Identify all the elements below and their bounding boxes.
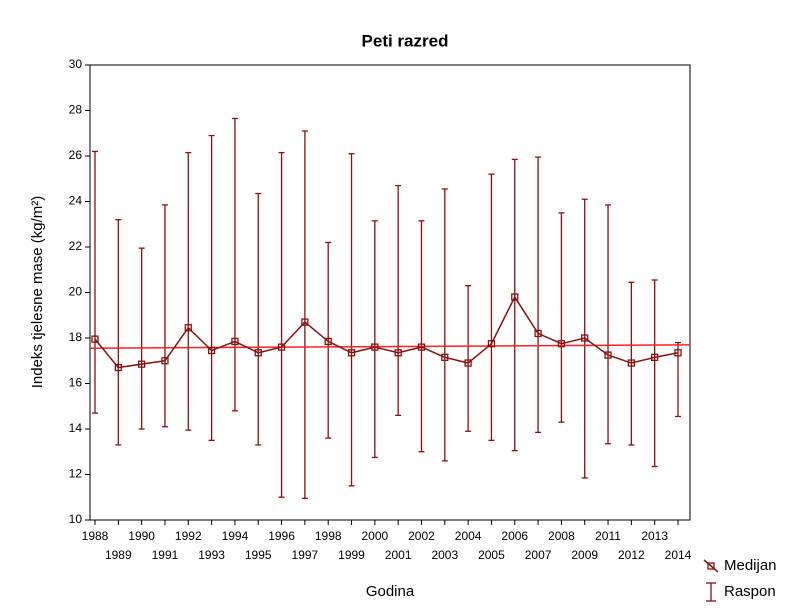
median-marker [254,349,262,357]
legend-label: Raspon [724,583,776,600]
y-tick-label: 20 [69,285,83,299]
y-axis-label: Indeks tjelesne mase (kg/m²) [29,196,46,389]
x-tick-label: 2014 [665,548,692,562]
median-marker [371,343,379,351]
median-marker [627,359,636,367]
median-marker [534,329,542,338]
median-marker [347,349,356,357]
x-tick-label: 2009 [571,548,598,562]
y-tick-label: 26 [69,148,83,162]
x-tick-label: 2011 [595,529,621,543]
median-marker [277,343,286,351]
x-tick-label: 2013 [641,529,668,543]
median-marker [674,349,682,357]
median-marker [581,334,589,342]
x-tick-label: 2000 [361,529,388,543]
x-tick-label: 1991 [152,548,179,562]
x-tick-label: 1995 [245,548,272,562]
x-tick-label: 1992 [175,529,202,543]
legend-marker [707,562,715,570]
legend-label: Medijan [724,557,777,574]
x-tick-label: 1993 [198,548,225,562]
x-tick-label: 2002 [408,529,435,543]
median-marker [557,340,566,348]
x-tick-label: 2007 [525,548,552,562]
median-marker [511,293,519,301]
median-marker [207,346,216,355]
x-tick-label: 1989 [105,548,132,562]
x-tick-label: 1988 [82,529,109,543]
median-marker [184,324,192,332]
x-tick-label: 1999 [338,548,365,562]
median-marker [441,353,449,361]
x-tick-label: 2012 [618,548,645,562]
median-marker [487,340,496,348]
chart-title: Peti razred [362,31,449,50]
y-tick-label: 12 [69,467,83,481]
median-marker [114,363,122,372]
median-line [94,295,679,369]
plot-area [89,64,691,521]
x-tick-label: 1998 [315,529,342,543]
y-tick-label: 28 [69,103,83,117]
median-marker [417,343,426,351]
legend-line [703,559,719,573]
x-tick-label: 2006 [501,529,528,543]
median-marker [604,351,612,359]
median-marker [394,349,402,357]
y-tick-label: 10 [69,512,83,526]
x-tick-label: 1997 [292,548,319,562]
y-tick-label: 24 [69,194,83,208]
y-tick-label: 16 [69,376,83,390]
y-tick-label: 18 [69,330,83,344]
median-marker [464,359,472,367]
x-tick-label: 2005 [478,548,505,562]
x-axis-label: Godina [366,583,415,600]
median-marker [324,337,332,346]
median-marker [137,360,146,368]
median-marker [651,353,659,361]
median-marker [161,357,169,365]
y-tick-label: 14 [69,421,83,435]
x-tick-label: 1994 [222,529,249,543]
x-tick-label: 1996 [268,529,295,543]
y-tick-label: 30 [69,57,83,71]
x-tick-label: 2004 [455,529,482,543]
x-tick-label: 2001 [385,548,412,562]
x-tick-label: 2003 [431,548,458,562]
median-marker [91,335,99,343]
median-marker [301,318,309,326]
x-tick-label: 1990 [128,529,155,543]
trend-line [89,344,691,349]
x-tick-label: 2008 [548,529,575,543]
y-tick-label: 22 [69,239,83,253]
median-marker [231,337,239,346]
